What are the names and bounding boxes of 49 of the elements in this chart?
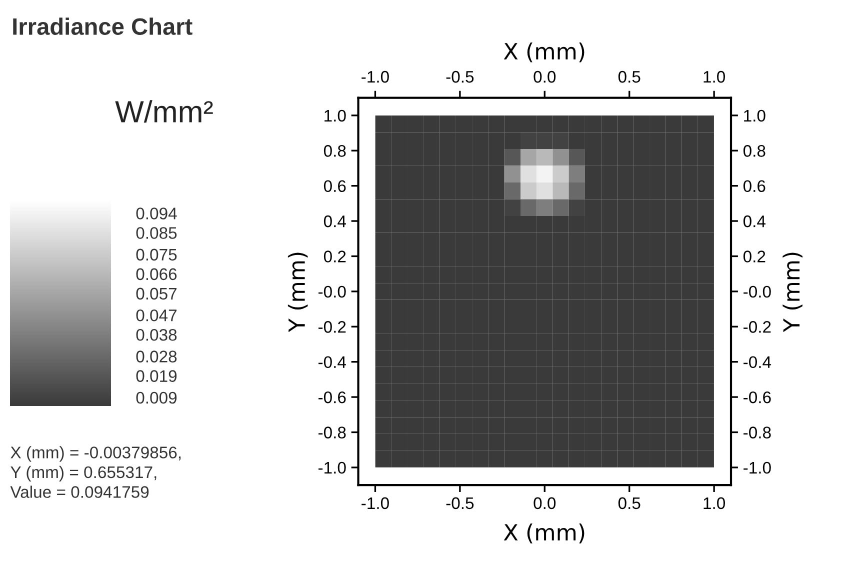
color-bar-label: 0.009 — [136, 392, 177, 404]
y2-tick-label: -0.0 — [744, 286, 771, 298]
y2-tick-label: 0.2 — [743, 250, 766, 262]
x2-tick-label: -1.0 — [362, 70, 389, 83]
color-bar-label: 0.094 — [136, 208, 177, 220]
text: Irradiance Chart — [13, 18, 192, 35]
color-bar-label: 0.085 — [136, 227, 177, 239]
color-bar-label: 0.057 — [136, 288, 176, 300]
y-tick-label: 0.8 — [324, 145, 346, 157]
y-tick-label: 1.0 — [324, 110, 346, 122]
y-tick-label: 0.6 — [324, 180, 346, 192]
color-bar-title: W/mm² — [115, 100, 213, 123]
color-bar-label: 0.028 — [136, 350, 177, 362]
x2-tick-label: -0.5 — [446, 70, 474, 83]
y2-tick-label: 0.6 — [743, 180, 766, 192]
y-tick-label: 0.2 — [324, 250, 346, 262]
x-tick-label: -1.0 — [362, 497, 389, 510]
color-bar-label: 0.066 — [136, 268, 177, 280]
y-tick-label: -0.0 — [318, 286, 346, 298]
y2-tick-label: -0.4 — [744, 356, 772, 368]
text: X (mm) = -0.00379856, Y (mm) = 0.655317, Value = 0.0941759 — [10, 446, 181, 498]
x2-tick-label: 1.0 — [704, 70, 725, 83]
y2-tick-label: -0.8 — [744, 426, 771, 438]
color-bar-label: 0.038 — [136, 328, 177, 341]
color-bar-label: 0.075 — [136, 248, 177, 261]
x2-tick-label: 0.5 — [618, 70, 640, 83]
x-tick-label: 1.0 — [704, 497, 725, 510]
y-tick-label: 0.4 — [324, 215, 346, 228]
x2-tick-label: 0.0 — [534, 70, 556, 83]
y-tick-label: -0.4 — [318, 356, 346, 368]
x-tick-label: 0.0 — [534, 497, 556, 510]
color-bar-label: 0.047 — [136, 309, 176, 322]
y2-axis-title: Y (mm) — [782, 252, 802, 332]
x-tick-label: 0.5 — [618, 497, 640, 510]
y-tick-label: -0.6 — [318, 391, 346, 404]
y2-tick-label: -0.2 — [744, 321, 771, 333]
x-axis-title: X (mm) — [504, 524, 584, 544]
y2-tick-label: 1.0 — [744, 110, 766, 122]
x2-axis-title: X (mm) — [504, 42, 584, 62]
y-tick-label: -1.0 — [318, 462, 346, 474]
x-tick-label: -0.5 — [446, 497, 474, 510]
y-tick-label: -0.2 — [318, 321, 346, 333]
y2-tick-label: 0.4 — [743, 215, 766, 228]
color-bar-label: 0.019 — [136, 370, 177, 382]
y2-tick-label: -1.0 — [744, 462, 771, 474]
y2-tick-label: 0.8 — [743, 145, 766, 157]
y-tick-label: -0.8 — [318, 426, 346, 438]
y2-tick-label: -0.6 — [744, 391, 771, 404]
y-axis-title: Y (mm) — [288, 252, 308, 332]
